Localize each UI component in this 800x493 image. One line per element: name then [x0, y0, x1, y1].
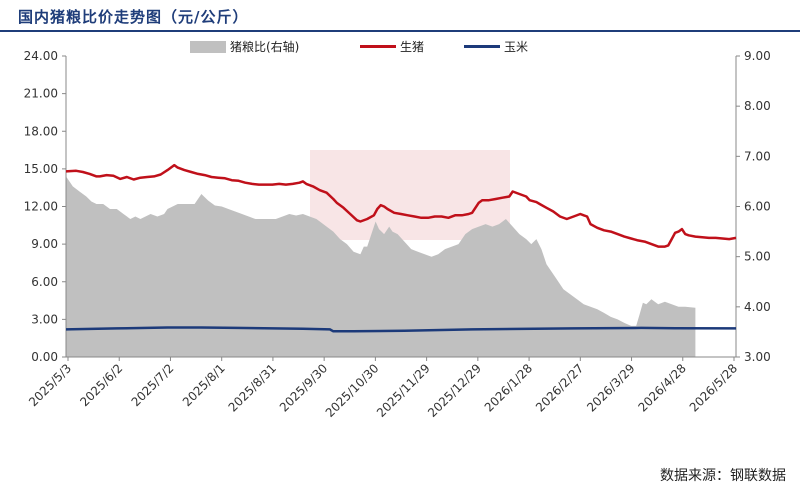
y-right-tick-label: 3.00	[744, 350, 771, 364]
y-left-tick-label: 15.00	[24, 162, 58, 176]
y-left-tick-label: 21.00	[24, 87, 58, 101]
legend-label-corn: 玉米	[504, 40, 529, 54]
x-tick-label: 2026/5/28	[687, 361, 740, 414]
series-area-ratio	[66, 176, 696, 357]
series-line-corn	[65, 326, 737, 333]
x-tick-label: 2026/4/28	[635, 361, 688, 414]
y-right-tick-label: 4.00	[744, 300, 771, 314]
y-right-tick-label: 7.00	[744, 149, 771, 163]
x-tick-label: 2025/7/2	[129, 361, 177, 409]
legend-swatch-corn	[464, 45, 500, 48]
y-right-tick-label: 6.00	[744, 200, 771, 214]
chart-title: 国内猪粮比价走势图（元/公斤）	[18, 8, 249, 26]
title-underline	[0, 30, 800, 32]
x-tick-label: 2025/6/2	[77, 361, 125, 409]
y-left-tick-label: 24.00	[24, 49, 58, 63]
y-left-tick-label: 0.00	[31, 350, 58, 364]
legend-label-hog: 生猪	[400, 40, 425, 54]
x-tick-label: 2025/12/29	[425, 361, 484, 420]
y-right-tick-label: 5.00	[744, 250, 771, 264]
x-tick-label: 2025/9/30	[277, 361, 330, 414]
y-left-tick-label: 6.00	[31, 275, 58, 289]
x-tick-label: 2025/11/29	[374, 361, 433, 420]
x-tick-label: 2025/8/31	[226, 361, 279, 414]
y-left-tick-label: 18.00	[24, 124, 58, 138]
series-line-hog	[65, 163, 737, 248]
legend-item-corn: 玉米	[464, 38, 528, 55]
source-note: 数据来源：钢联数据	[660, 468, 786, 484]
legend-swatch-area	[190, 40, 226, 53]
x-tick-label: 2025/8/1	[180, 361, 228, 409]
y-left-tick-label: 3.00	[31, 312, 58, 326]
x-tick-label: 2025/5/3	[26, 361, 74, 409]
x-tick-label: 2026/3/29	[584, 361, 637, 414]
y-right-tick-label: 8.00	[744, 99, 771, 113]
y-right-tick-label: 9.00	[744, 49, 771, 63]
x-tick-label: 2025/10/30	[323, 361, 382, 420]
x-tick-label: 2026/1/28	[482, 361, 535, 414]
legend: 猪粮比(右轴) 生猪 玉米	[0, 38, 800, 56]
plot-area: 0.00 3.00 6.00 9.00 12.00 15.00 18.00 21.00 24.0…	[24, 49, 771, 420]
legend-label-ratio: 猪粮比(右轴)	[230, 40, 300, 54]
legend-item-ratio: 猪粮比(右轴)	[190, 38, 299, 55]
x-tick-label: 2026/2/27	[533, 361, 586, 414]
legend-item-hog: 生猪	[360, 38, 424, 55]
y-left-tick-label: 9.00	[31, 237, 58, 251]
legend-swatch-hog	[360, 45, 396, 48]
y-left-tick-label: 12.00	[24, 200, 58, 214]
